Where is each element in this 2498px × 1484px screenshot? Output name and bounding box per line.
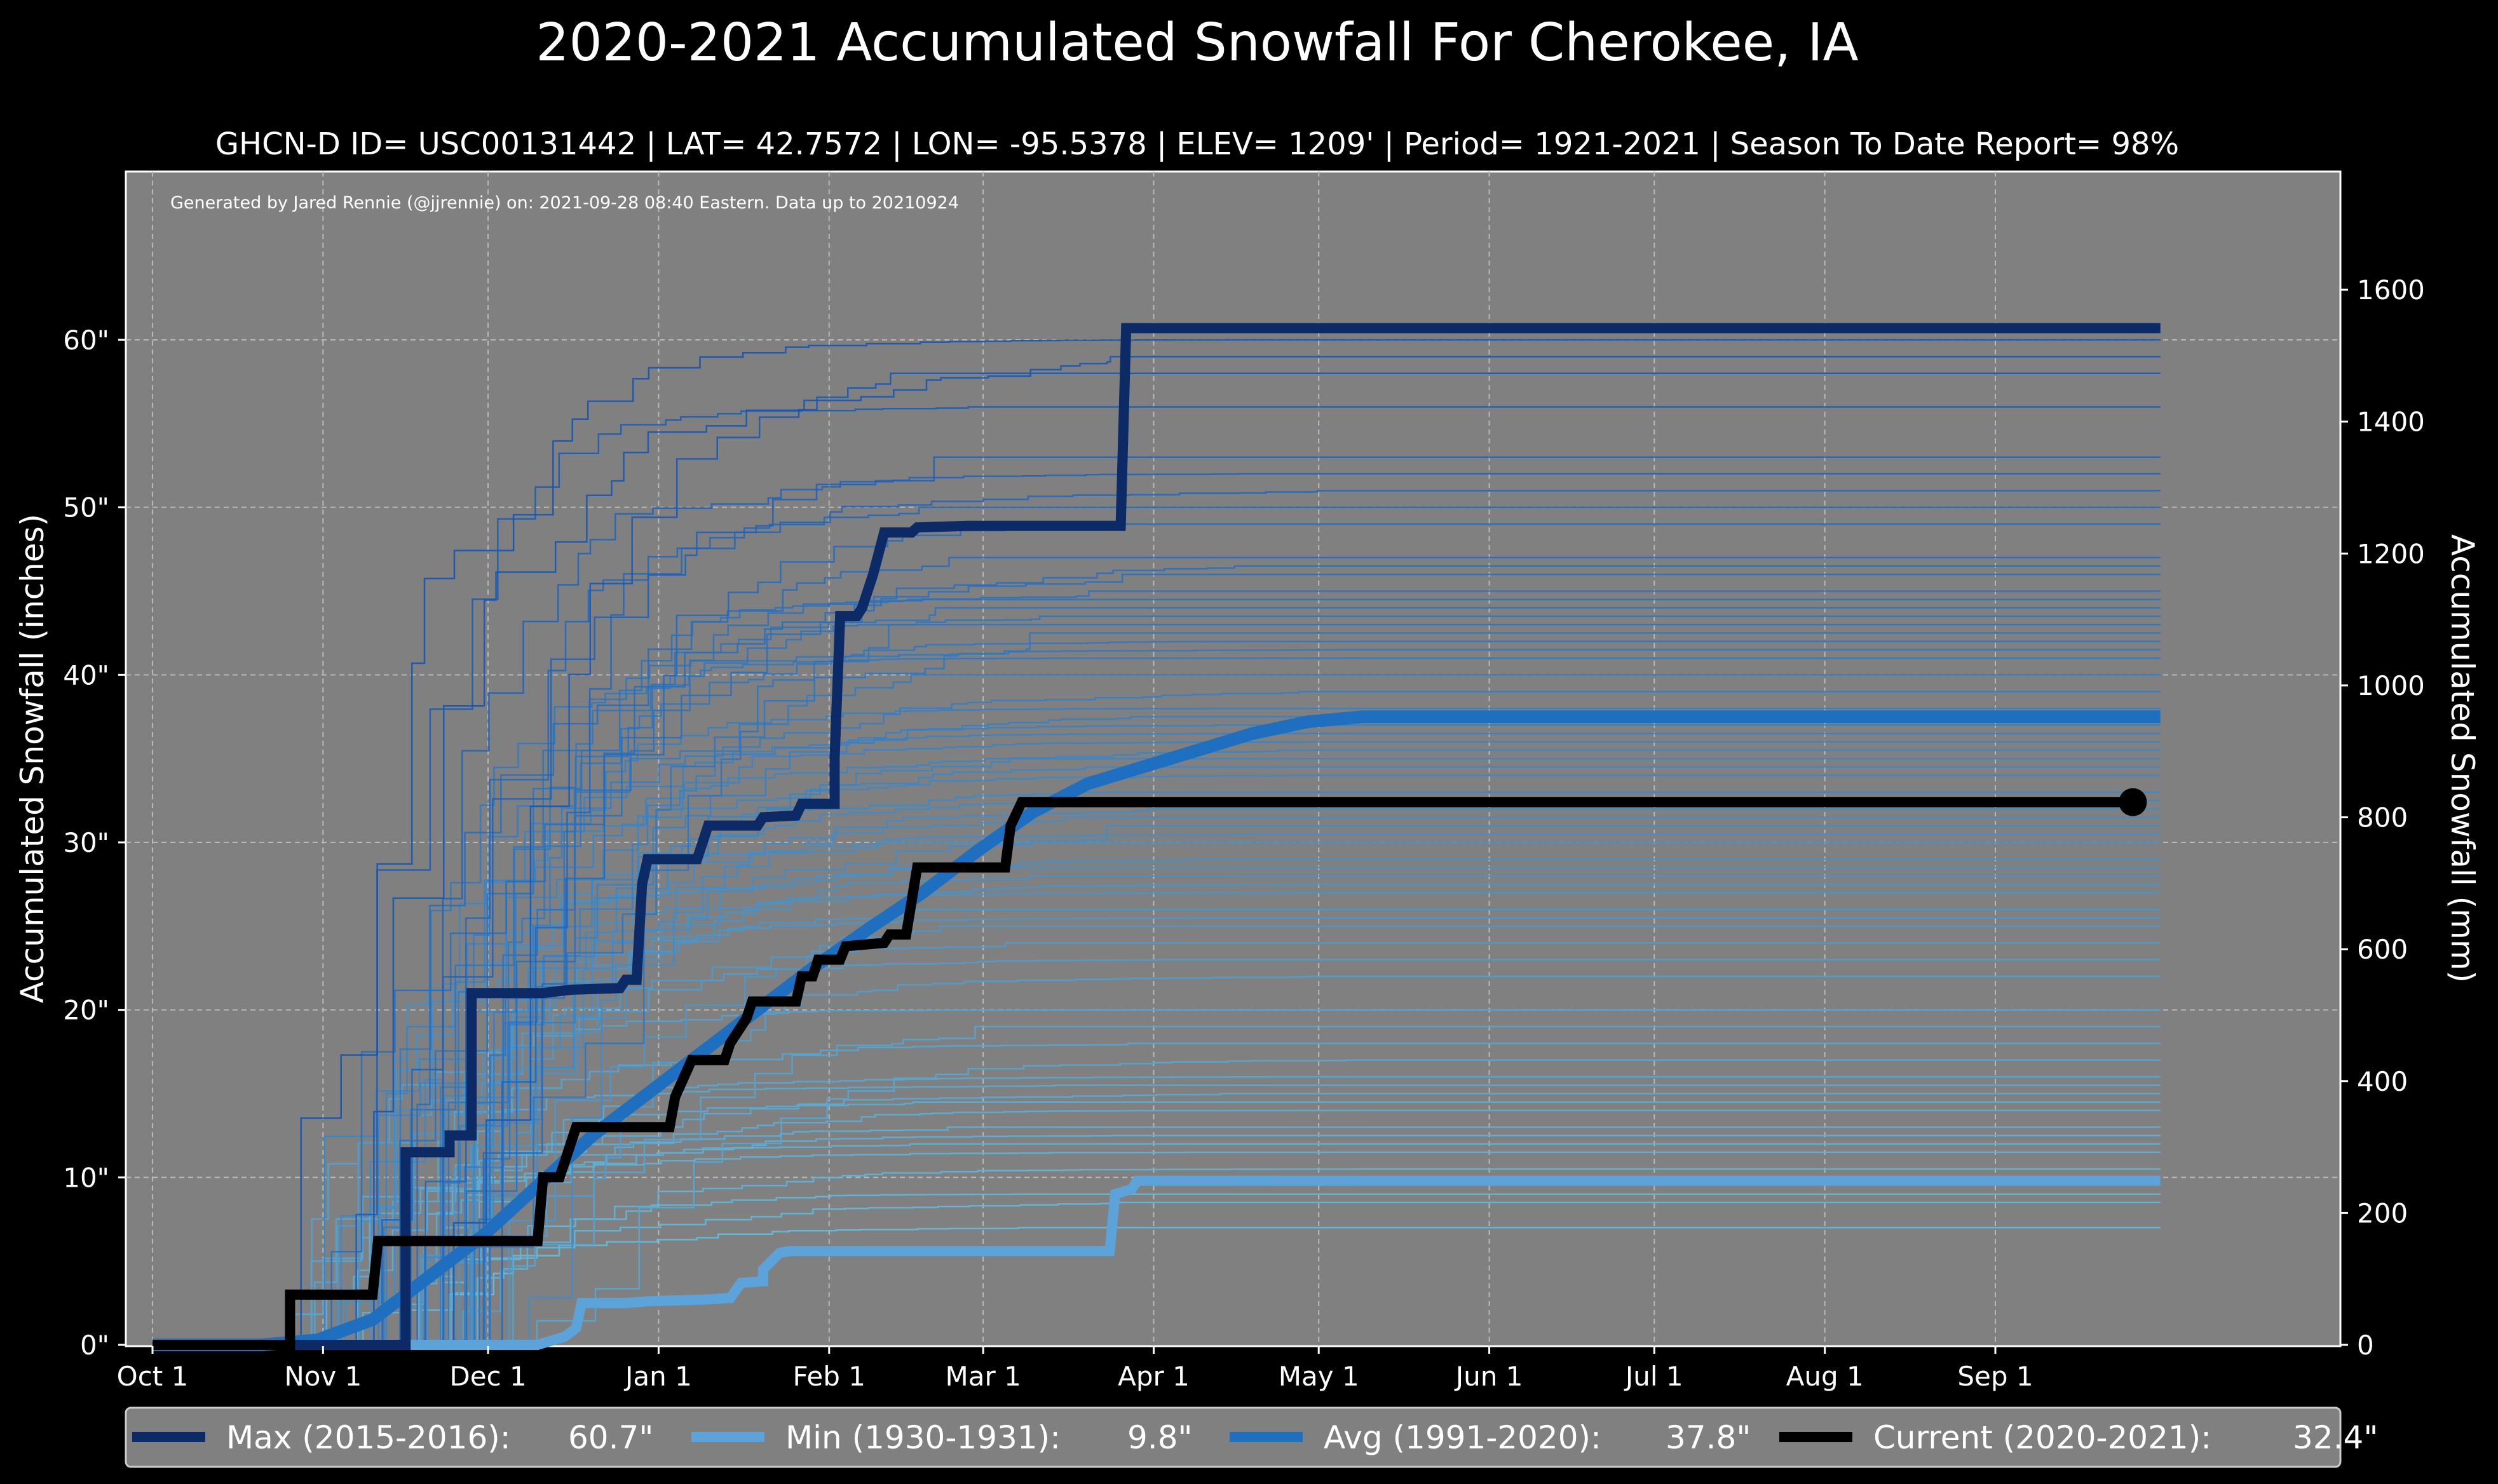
- historical-season-line: [153, 473, 2161, 1346]
- series-line-max: [153, 323, 2161, 1350]
- legend-value: 60.7": [568, 1419, 653, 1456]
- historical-season-line: [153, 1126, 2161, 1346]
- historical-season-line: [153, 732, 2161, 1346]
- y-right-tick-label: 400: [2357, 1066, 2408, 1097]
- x-tick-label: Mar 1: [946, 1361, 1021, 1392]
- legend-label: Avg (1991-2020):: [1324, 1419, 1601, 1456]
- series-line-min: [153, 1175, 2161, 1350]
- historical-season-line: [153, 356, 2161, 1346]
- historical-season-line: [153, 883, 2161, 1346]
- historical-season-line: [153, 565, 2161, 1346]
- y-right-tick-label: 1600: [2357, 274, 2425, 306]
- y-tick-label: 40": [63, 659, 109, 691]
- y-right-tick-label: 1200: [2357, 538, 2425, 569]
- legend-label: Current (2020-2021):: [1873, 1419, 2211, 1456]
- historical-season-line: [153, 623, 2161, 1346]
- y-tick-label: 60": [63, 325, 109, 356]
- y-tick-label: 30": [63, 827, 109, 858]
- historical-season-line: [153, 808, 2161, 1346]
- historical-season-line: [153, 1059, 2161, 1346]
- x-tick-label: Nov 1: [284, 1361, 362, 1392]
- series-line-current: [153, 797, 2133, 1350]
- historical-season-line: [153, 456, 2161, 1346]
- historical-season-line: [153, 1135, 2161, 1346]
- x-tick-label: Dec 1: [449, 1361, 526, 1392]
- historical-season-line: [153, 523, 2161, 1346]
- historical-season-line: [153, 490, 2161, 1346]
- x-tick-label: Aug 1: [1786, 1361, 1864, 1392]
- legend-value: 37.8": [1666, 1419, 1751, 1456]
- historical-season-line: [153, 716, 2161, 1346]
- y-right-tick-label: 800: [2357, 802, 2408, 833]
- chart-subtitle: GHCN-D ID= USC00131442 | LAT= 42.7572 | …: [215, 126, 2179, 162]
- historical-season-line: [153, 372, 2161, 1346]
- x-tick-label: Jul 1: [1624, 1361, 1683, 1392]
- historical-season-line: [153, 506, 2161, 1346]
- historical-season-line: [153, 749, 2161, 1346]
- historical-season-line: [153, 1076, 2161, 1346]
- x-tick-label: Jun 1: [1454, 1361, 1523, 1392]
- historical-season-line: [153, 406, 2161, 1346]
- historical-season-line: [153, 1201, 2161, 1346]
- x-tick-label: Jan 1: [623, 1361, 692, 1392]
- legend-value: 9.8": [1127, 1419, 1193, 1456]
- historical-season-line: [153, 632, 2161, 1346]
- historical-season-line: [153, 1168, 2161, 1346]
- x-tick-label: Apr 1: [1118, 1361, 1190, 1392]
- legend-label: Min (1930-1931):: [785, 1419, 1061, 1456]
- historical-season-line: [153, 674, 2161, 1346]
- historical-season-line: [153, 975, 2161, 1346]
- historical-season-line: [153, 590, 2161, 1346]
- historical-season-line: [153, 691, 2161, 1346]
- historical-season-line: [153, 724, 2161, 1346]
- y-right-tick-label: 1400: [2357, 407, 2425, 438]
- legend: Max (2015-2016): 60.7" Min (1930-1931): 9.8…: [132, 1419, 2378, 1456]
- y-tick-label: 20": [63, 995, 109, 1026]
- legend-value: 32.4": [2293, 1419, 2378, 1456]
- y-right-tick-label: 200: [2357, 1197, 2408, 1229]
- x-tick-label: Sep 1: [1957, 1361, 2033, 1392]
- historical-season-line: [153, 573, 2161, 1346]
- y-right-tick-label: 600: [2357, 934, 2408, 965]
- historical-season-line: [153, 657, 2161, 1346]
- historical-season-line: [153, 925, 2161, 1346]
- y-tick-label: 10": [63, 1162, 109, 1193]
- axes: Oct 1 Nov 1 Dec 1 Jan 1 Feb 1 Mar 1 Apr 1 May 1…: [63, 274, 2425, 1392]
- legend-label: Max (2015-2016):: [226, 1419, 511, 1456]
- x-tick-label: May 1: [1279, 1361, 1359, 1392]
- credit-text: Generated by Jared Rennie (@jjrennie) on…: [170, 193, 959, 213]
- chart-title: 2020-2021 Accumulated Snowfall For Chero…: [536, 13, 1858, 73]
- y-axis-label-right: Accumulated Snowfall (mm): [2444, 534, 2481, 983]
- historical-season-lines: [153, 339, 2161, 1346]
- historical-season-line: [153, 1025, 2161, 1346]
- y-right-tick-label: 0: [2357, 1330, 2374, 1361]
- y-tick-label: 0": [80, 1330, 109, 1361]
- historical-season-line: [153, 941, 2161, 1346]
- x-tick-label: Feb 1: [793, 1361, 865, 1392]
- y-right-tick-label: 1000: [2357, 670, 2425, 701]
- historical-season-line: [153, 908, 2161, 1346]
- historical-season-line: [153, 741, 2161, 1346]
- historical-season-line: [153, 339, 2161, 1346]
- historical-season-line: [153, 858, 2161, 1346]
- historical-season-line: [153, 757, 2161, 1346]
- historical-season-line: [153, 816, 2161, 1346]
- current-end-marker: [2119, 788, 2147, 816]
- highlighted-series: [153, 323, 2161, 1351]
- x-tick-label: Oct 1: [117, 1361, 189, 1392]
- y-tick-label: 50": [63, 492, 109, 523]
- historical-season-line: [153, 640, 2161, 1346]
- y-axis-label-left: Accumulated Snowfall (inches): [14, 514, 51, 1003]
